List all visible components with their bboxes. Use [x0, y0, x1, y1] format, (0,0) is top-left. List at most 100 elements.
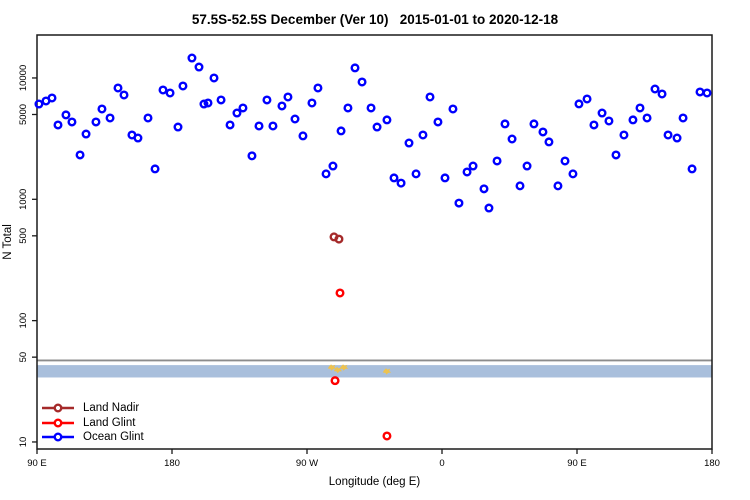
ocean-glint-point	[468, 161, 478, 171]
legend-marker-circle	[53, 432, 63, 442]
ocean-glint-point	[425, 92, 435, 102]
ocean-glint-point	[544, 137, 554, 147]
ocean-glint-point	[97, 104, 107, 114]
ocean-glint-point	[178, 81, 188, 91]
ocean-glint-marker-icon	[42, 432, 74, 442]
ocean-glint-point	[382, 115, 392, 125]
ocean-glint-point	[418, 130, 428, 140]
ocean-glint-point	[440, 173, 450, 183]
ocean-glint-point	[290, 114, 300, 124]
speck-mark	[327, 364, 337, 371]
y-tick-label: 10	[18, 437, 29, 448]
ocean-glint-point	[411, 169, 421, 179]
ocean-glint-point	[657, 89, 667, 99]
ocean-glint-point	[462, 167, 472, 177]
ocean-glint-point	[663, 130, 673, 140]
legend-marker-circle	[53, 418, 63, 428]
ocean-glint-point	[454, 198, 464, 208]
ocean-glint-point	[238, 103, 248, 113]
ocean-glint-point	[484, 203, 494, 213]
ocean-glint-point	[232, 108, 242, 118]
ocean-glint-point	[203, 98, 213, 108]
land-glint-point	[335, 288, 345, 298]
y-tick-label: 1000	[18, 189, 29, 210]
land-glint-point	[330, 376, 340, 386]
ocean-glint-point	[283, 92, 293, 102]
ocean-glint-point	[597, 108, 607, 118]
ocean-glint-point	[672, 133, 682, 143]
ocean-glint-point	[105, 113, 115, 123]
ocean-glint-point	[404, 138, 414, 148]
ocean-glint-point	[119, 90, 129, 100]
ocean-glint-point	[479, 184, 489, 194]
legend-label: Ocean Glint	[83, 431, 144, 444]
ocean-glint-point	[47, 93, 57, 103]
ocean-glint-point	[366, 103, 376, 113]
ocean-glint-point	[307, 98, 317, 108]
legend-label: Land Nadir	[83, 402, 140, 415]
ocean-glint-point	[389, 173, 399, 183]
ocean-glint-point	[165, 88, 175, 98]
x-tick-label: 180	[164, 458, 180, 469]
ocean-glint-point	[492, 156, 502, 166]
ocean-glint-point	[604, 116, 614, 126]
ocean-glint-point	[247, 151, 257, 161]
speck-mark	[339, 364, 349, 371]
ocean-glint-point	[343, 103, 353, 113]
ocean-glint-point	[81, 129, 91, 139]
ocean-glint-point	[268, 121, 278, 131]
ocean-glint-point	[522, 161, 532, 171]
ocean-glint-point	[61, 110, 71, 120]
legend-label: Land Glint	[83, 416, 136, 429]
ocean-glint-point	[313, 83, 323, 93]
ocean-glint-point	[433, 117, 443, 127]
ocean-glint-point	[635, 103, 645, 113]
ocean-glint-point	[113, 83, 123, 93]
ocean-glint-point	[350, 63, 360, 73]
ocean-glint-point	[529, 119, 539, 129]
ocean-glint-point	[150, 164, 160, 174]
ocean-glint-point	[515, 181, 525, 191]
ocean-glint-point	[158, 85, 168, 95]
legend-entry-land-nadir: Land Nadir	[41, 401, 144, 416]
ocean-glint-point	[687, 164, 697, 174]
ocean-glint-point	[619, 130, 629, 140]
land-nadir-point	[334, 234, 344, 244]
ocean-glint-point	[568, 169, 578, 179]
x-tick-label: 0	[439, 458, 444, 469]
ocean-glint-point	[133, 133, 143, 143]
y-tick-label: 500	[18, 228, 29, 244]
ocean-glint-point	[216, 95, 226, 105]
ocean-glint-point	[507, 134, 517, 144]
ocean-glint-point	[187, 53, 197, 63]
ocean-glint-point	[702, 88, 712, 98]
ocean-glint-point	[582, 94, 592, 104]
x-tick-label: 90 E	[567, 458, 587, 469]
ocean-glint-point	[254, 121, 264, 131]
ocean-glint-point	[298, 131, 308, 141]
ocean-glint-point	[173, 122, 183, 132]
land-glint-marker-icon	[42, 418, 74, 428]
ocean-glint-point	[75, 150, 85, 160]
y-tick-label: 10000	[18, 65, 29, 91]
legend: Land Nadir Land Glint Ocean Glint	[41, 401, 144, 445]
y-axis-label: N Total	[2, 224, 14, 260]
ocean-glint-point	[500, 119, 510, 129]
legend-marker-circle	[53, 403, 63, 413]
y-tick-label: 100	[18, 313, 29, 329]
chart-title: 57.5S-52.5S December (Ver 10) 2015-01-01…	[191, 12, 559, 27]
highlight-band	[37, 365, 712, 378]
ocean-glint-point	[642, 113, 652, 123]
ocean-glint-point	[538, 127, 548, 137]
speck-mark	[382, 368, 392, 375]
plot-border	[36, 34, 713, 450]
land-nadir-marker-icon	[42, 403, 74, 413]
x-tick-label: 180	[704, 458, 720, 469]
ocean-glint-point	[53, 120, 63, 130]
x-tick-label: 90 E	[27, 458, 47, 469]
ocean-glint-point	[34, 99, 44, 109]
ocean-glint-point	[262, 95, 272, 105]
land-glint-point	[382, 431, 392, 441]
